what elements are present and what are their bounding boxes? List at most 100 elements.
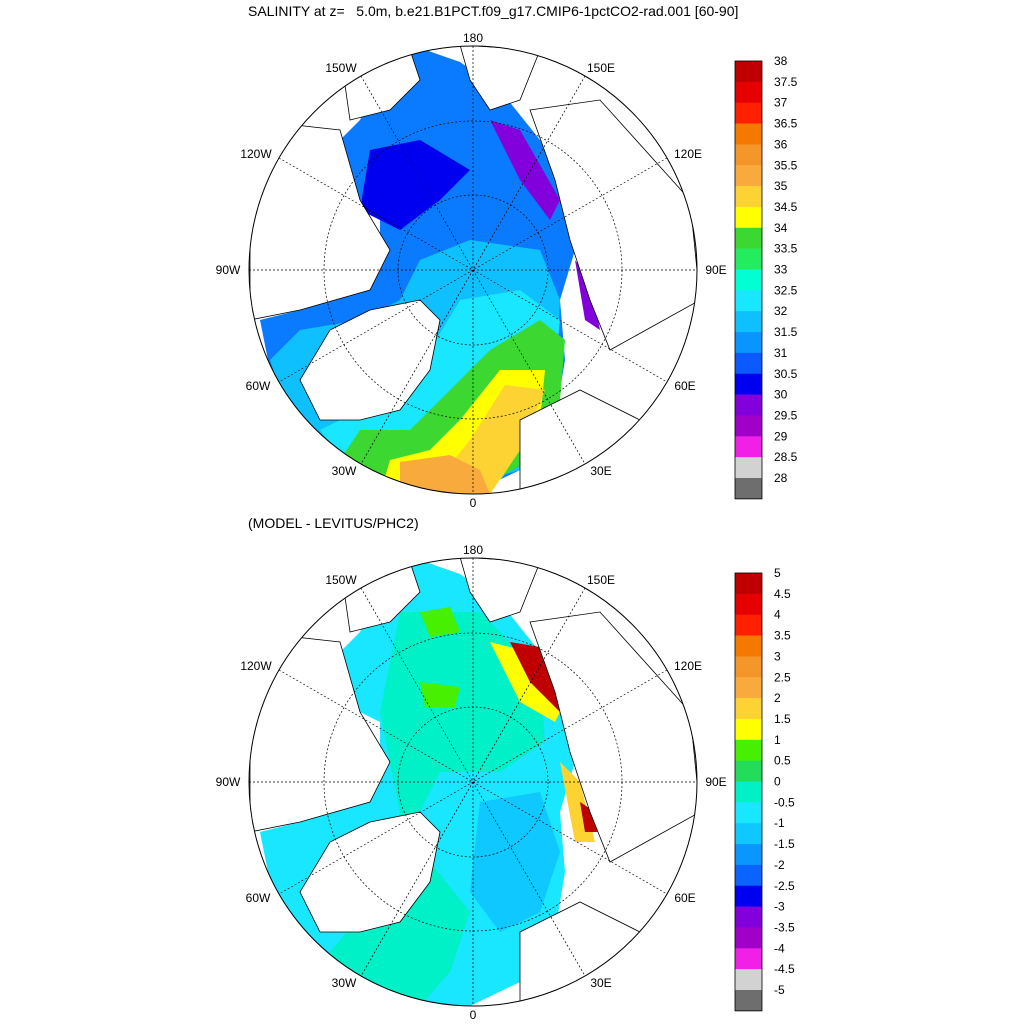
lon-label-90w: 90W bbox=[216, 263, 241, 277]
lon-label-150w: 150W bbox=[325, 573, 357, 587]
colorbar-label: 35.5 bbox=[774, 158, 798, 172]
colorbar-swatch bbox=[735, 948, 762, 970]
lon-label-30w: 30W bbox=[332, 976, 357, 990]
lon-label-180: 180 bbox=[463, 543, 483, 557]
colorbar-label: -1 bbox=[774, 816, 785, 830]
graticule bbox=[249, 558, 697, 1006]
colorbar-label: 0.5 bbox=[774, 754, 791, 768]
lon-label-60w: 60W bbox=[246, 891, 271, 905]
colorbar-label: -3 bbox=[774, 900, 785, 914]
colorbar-swatch bbox=[735, 415, 762, 437]
ocean-pos bbox=[420, 607, 460, 707]
colorbar-swatch bbox=[735, 823, 762, 845]
colorbar-label: 1.5 bbox=[774, 712, 791, 726]
colorbar-label: -4.5 bbox=[774, 962, 795, 976]
lon-label-150w: 150W bbox=[325, 61, 357, 75]
colorbar-label: 3 bbox=[774, 649, 781, 663]
colorbar-label: -2 bbox=[774, 858, 785, 872]
colorbar-swatch bbox=[735, 718, 762, 741]
colorbar-swatch bbox=[735, 864, 762, 887]
siberian-shelf-gradient bbox=[490, 642, 565, 722]
colorbar-swatch bbox=[735, 373, 762, 395]
colorbar-swatch bbox=[735, 885, 762, 907]
colorbar-label: 33.5 bbox=[774, 242, 798, 256]
colorbar-swatch bbox=[735, 332, 762, 354]
colorbar-label: 28.5 bbox=[774, 450, 798, 464]
colorbar-swatch bbox=[735, 906, 762, 928]
colorbar-frame bbox=[734, 572, 763, 1012]
colorbar-swatch bbox=[735, 102, 762, 124]
colorbar-swatch bbox=[735, 635, 762, 657]
colorbar-label: -2.5 bbox=[774, 879, 795, 893]
colorbar-label: 0 bbox=[774, 775, 781, 789]
panel-2-title: (MODEL - LEVITUS/PHC2) bbox=[248, 515, 419, 531]
atlantic-deep-orange bbox=[400, 455, 490, 494]
colorbar-label: 3.5 bbox=[774, 629, 791, 643]
colorbar-label: 29.5 bbox=[774, 408, 798, 422]
colorbar-label: 31.5 bbox=[774, 325, 798, 339]
colorbar-swatch bbox=[735, 290, 762, 312]
colorbar-swatch bbox=[735, 248, 762, 270]
colorbar-label: 30 bbox=[774, 388, 788, 402]
colorbar-label: -3.5 bbox=[774, 920, 795, 934]
lon-label-150e: 150E bbox=[587, 573, 615, 587]
colorbar-label: 38 bbox=[774, 54, 788, 68]
colorbar-label: 2 bbox=[774, 691, 781, 705]
kara-fresh bbox=[575, 260, 600, 330]
colorbar-swatch bbox=[735, 760, 762, 782]
lon-label-30e: 30E bbox=[590, 976, 611, 990]
colorbar-label: 37.5 bbox=[774, 75, 798, 89]
colorbar-swatch bbox=[735, 457, 762, 479]
colorbar-swatch bbox=[735, 165, 762, 187]
siberian-fresh bbox=[490, 120, 560, 220]
colorbar-label: 32.5 bbox=[774, 283, 798, 297]
colorbar-swatch bbox=[735, 614, 762, 636]
fresh-shelf bbox=[360, 140, 470, 230]
colorbar-label: -4 bbox=[774, 941, 785, 955]
lon-label-180: 180 bbox=[463, 31, 483, 45]
colorbar-label: 36.5 bbox=[774, 117, 798, 131]
colorbar-swatch bbox=[735, 81, 762, 103]
colorbar-swatch bbox=[735, 144, 762, 166]
colorbar-label: 36 bbox=[774, 137, 788, 151]
lon-label-120e: 120E bbox=[674, 659, 702, 673]
siberian-shelf-hot bbox=[510, 642, 570, 712]
colorbar-label: 31 bbox=[774, 346, 788, 360]
lon-label-60e: 60E bbox=[674, 379, 695, 393]
colorbar-swatch bbox=[735, 990, 762, 1012]
colorbar-swatch bbox=[735, 394, 762, 416]
lon-label-60e: 60E bbox=[674, 891, 695, 905]
salinity-map-panel: 180 150E 120E 90E 60E 30E 0 30W 60W 90W … bbox=[216, 31, 798, 510]
salinity-colorbar: 38 37.5 37 36.5 36 35.5 35 34.5 34 33.5 33 32.5 32 31… bbox=[734, 54, 798, 500]
greenland-land bbox=[299, 299, 441, 421]
colorbar-label: 5 bbox=[774, 566, 781, 580]
colorbar-label: 28 bbox=[774, 471, 788, 485]
colorbar-swatch bbox=[735, 593, 762, 615]
colorbar-swatch bbox=[735, 698, 762, 720]
colorbar-label: 37 bbox=[774, 96, 788, 110]
colorbar-swatch bbox=[735, 478, 762, 500]
ocean-neg bbox=[470, 792, 560, 932]
lon-label-90w: 90W bbox=[216, 775, 241, 789]
lon-label-90e: 90E bbox=[705, 775, 726, 789]
lon-label-90e: 90E bbox=[705, 263, 726, 277]
lon-label-30e: 30E bbox=[590, 464, 611, 478]
colorbar-label: 32 bbox=[774, 304, 788, 318]
colorbar-swatch bbox=[735, 927, 762, 949]
colorbar-swatch bbox=[735, 269, 762, 291]
colorbar-swatch bbox=[735, 123, 762, 145]
difference-colorbar: 5 4.5 4 3.5 3 2.5 2 1.5 1 0.5 0 -0.5 -1 -1.5 -2 -2.5 -3 -… bbox=[734, 566, 795, 1012]
greenland-land bbox=[299, 811, 441, 933]
colorbar-frame bbox=[734, 60, 763, 500]
colorbar-label: 34 bbox=[774, 221, 788, 235]
panel-1-title: SALINITY at z= 5.0m, b.e21.B1PCT.f09_g17… bbox=[248, 3, 739, 19]
colorbar-swatch bbox=[735, 227, 762, 249]
difference-map-panel: 180 150E 120E 90E 60E 30E 0 30W 60W 90W … bbox=[216, 543, 795, 1022]
colorbar-label: -5 bbox=[774, 983, 785, 997]
colorbar-label: 1 bbox=[774, 733, 781, 747]
polar-map: 180 150E 120E 90E 60E 30E 0 30W 60W 90W … bbox=[216, 543, 727, 1022]
colorbar-label: -0.5 bbox=[774, 795, 795, 809]
colorbar-swatch bbox=[735, 802, 762, 824]
lon-label-60w: 60W bbox=[246, 379, 271, 393]
colorbar-swatch bbox=[735, 436, 762, 458]
